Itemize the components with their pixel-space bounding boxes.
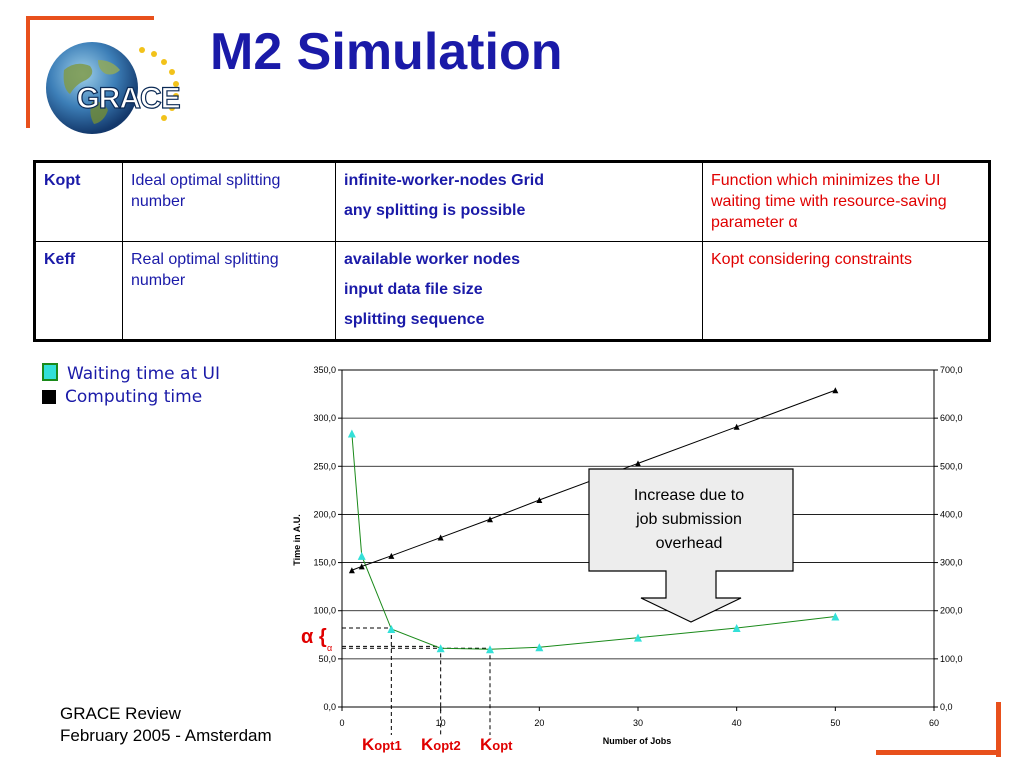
y-tick-label-right: 600,0 bbox=[940, 413, 963, 423]
y-tick-label: 0,0 bbox=[323, 702, 336, 712]
x-tick-label: 20 bbox=[534, 718, 544, 728]
k-subscript: opt1 bbox=[374, 738, 401, 753]
page-title: M2 Simulation bbox=[210, 23, 563, 81]
table-cell-function: Function which minimizes the UI waiting … bbox=[702, 160, 990, 243]
data-point bbox=[536, 496, 543, 503]
data-point bbox=[348, 567, 355, 574]
data-point bbox=[635, 460, 641, 467]
y-tick-label: 200,0 bbox=[313, 509, 336, 519]
k-letter: K bbox=[362, 735, 375, 754]
x-axis-label: Number of Jobs bbox=[603, 736, 672, 746]
footer-line: GRACE Review bbox=[60, 704, 181, 723]
grace-logo: GRACE bbox=[46, 42, 181, 134]
callout-line: overhead bbox=[656, 535, 723, 552]
kopt1-label: Kopt1 bbox=[362, 735, 402, 754]
table-cell-function: Kopt considering constraints bbox=[702, 241, 990, 341]
bottom-right-bracket-horizontal bbox=[876, 750, 1001, 755]
y-tick-label-right: 200,0 bbox=[940, 606, 963, 616]
data-point bbox=[436, 644, 445, 653]
data-point bbox=[487, 516, 493, 523]
y-tick-label-right: 500,0 bbox=[940, 461, 963, 471]
data-point bbox=[831, 612, 840, 621]
table-row: Keff Real optimal splitting number avail… bbox=[34, 241, 990, 341]
legend-item-computing-time: Computing time bbox=[42, 387, 202, 407]
alpha-annotation: α { bbox=[301, 626, 327, 648]
condition-item: input data file size bbox=[344, 281, 483, 299]
data-point bbox=[535, 643, 544, 652]
y-tick-label-right: 400,0 bbox=[940, 509, 963, 519]
alpha-subscript: α bbox=[327, 643, 332, 653]
callout-line: Increase due to bbox=[634, 487, 744, 504]
x-tick-label: 30 bbox=[633, 718, 643, 728]
footer: GRACE Review February 2005 - Amsterdam bbox=[60, 703, 272, 747]
top-left-bracket-horizontal bbox=[26, 16, 154, 20]
y-tick-label: 100,0 bbox=[313, 606, 336, 616]
x-tick-label: 60 bbox=[929, 718, 939, 728]
condition-item: available worker nodes bbox=[344, 251, 521, 269]
table-row: Kopt Ideal optimal splitting number infi… bbox=[34, 160, 990, 243]
x-tick-label: 10 bbox=[436, 718, 446, 728]
y-tick-label-right: 700,0 bbox=[940, 365, 963, 375]
data-point bbox=[358, 563, 365, 570]
top-left-bracket-vertical bbox=[26, 16, 30, 128]
legend-item-waiting-time: Waiting time at UI bbox=[42, 363, 220, 384]
table-cell-key: Kopt bbox=[34, 160, 123, 243]
kopt2-label: Kopt2 bbox=[421, 735, 461, 754]
data-point bbox=[832, 387, 839, 394]
table-cell-description: Real optimal splitting number bbox=[122, 241, 336, 341]
y-tick-label: 350,0 bbox=[313, 365, 336, 375]
table-cell-conditions: available worker nodes input data file s… bbox=[335, 241, 703, 341]
table-cell-key: Keff bbox=[34, 241, 123, 341]
condition-item: any splitting is possible bbox=[344, 201, 526, 219]
table-cell-description: Ideal optimal splitting number bbox=[122, 160, 336, 243]
condition-item: splitting sequence bbox=[344, 310, 485, 328]
callout-line: job submission bbox=[635, 511, 742, 528]
table-cell-conditions: infinite-worker-nodes Grid any splitting… bbox=[335, 160, 703, 243]
footer-line: February 2005 - Amsterdam bbox=[60, 726, 272, 745]
y-tick-label: 300,0 bbox=[313, 413, 336, 423]
data-point bbox=[347, 429, 356, 438]
x-tick-label: 40 bbox=[732, 718, 742, 728]
bottom-right-bracket-vertical bbox=[996, 702, 1001, 757]
k-letter: K bbox=[421, 735, 434, 754]
data-point bbox=[387, 625, 396, 634]
data-point bbox=[634, 633, 642, 642]
x-tick-label: 0 bbox=[339, 718, 344, 728]
y-axis-label: Time in A.U. bbox=[292, 514, 302, 566]
x-tick-label: 50 bbox=[830, 718, 840, 728]
y-tick-label: 250,0 bbox=[313, 461, 336, 471]
data-point bbox=[732, 624, 741, 633]
y-tick-label: 150,0 bbox=[313, 558, 336, 568]
k-subscript: opt bbox=[492, 738, 513, 753]
data-point bbox=[486, 645, 494, 654]
y-tick-label: 50,0 bbox=[318, 654, 336, 664]
k-subscript: opt2 bbox=[433, 738, 460, 753]
data-point bbox=[437, 534, 444, 541]
legend-label: Waiting time at UI bbox=[67, 364, 220, 384]
definitions-table: Kopt Ideal optimal splitting number infi… bbox=[33, 160, 991, 342]
data-point bbox=[357, 551, 366, 560]
legend-swatch-black bbox=[42, 390, 56, 404]
kopt-label: Kopt bbox=[480, 735, 513, 754]
callout-box bbox=[588, 468, 794, 623]
k-letter: K bbox=[480, 735, 493, 754]
legend-label: Computing time bbox=[65, 387, 203, 407]
y-tick-label-right: 100,0 bbox=[940, 654, 963, 664]
y-tick-label-right: 0,0 bbox=[940, 702, 953, 712]
data-point bbox=[388, 552, 395, 559]
logo-text: GRACE bbox=[76, 82, 179, 115]
legend-swatch-cyan bbox=[42, 363, 58, 381]
condition-item: infinite-worker-nodes Grid bbox=[344, 172, 545, 189]
y-tick-label-right: 300,0 bbox=[940, 558, 963, 568]
data-point bbox=[733, 423, 740, 430]
